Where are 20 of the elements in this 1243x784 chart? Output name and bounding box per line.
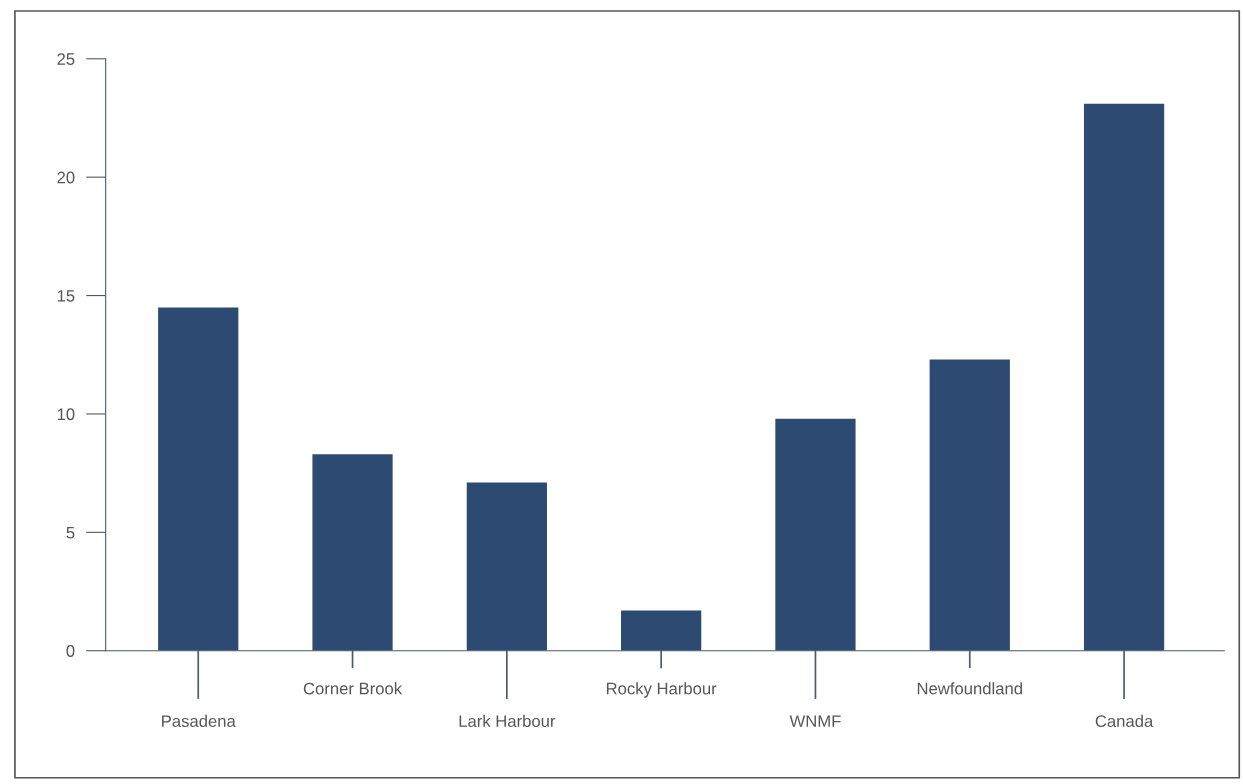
bar [312, 454, 393, 651]
x-tick-label: Canada [1095, 714, 1154, 728]
bar [775, 418, 856, 651]
x-tick-label: Newfoundland [917, 682, 1022, 695]
x-tick-label: Rocky Harbour [606, 682, 717, 698]
y-tick-label: 0 [66, 645, 75, 657]
bar [158, 307, 239, 651]
y-tick-label: 10 [57, 408, 75, 421]
bar [929, 359, 1010, 651]
x-tick-label: Corner Brook [303, 682, 403, 695]
y-tick-label: 15 [57, 290, 75, 302]
x-tick-label: Pasadena [162, 714, 236, 728]
bar [466, 482, 547, 651]
y-tick-label: 5 [66, 526, 75, 539]
bar [1083, 103, 1165, 651]
y-tick-label: 20 [57, 171, 75, 184]
bar [621, 610, 702, 651]
x-tick-label: Lark Harbour [459, 714, 556, 728]
x-tick-label: WNMF [789, 715, 841, 727]
y-tick-label: 25 [57, 53, 75, 65]
